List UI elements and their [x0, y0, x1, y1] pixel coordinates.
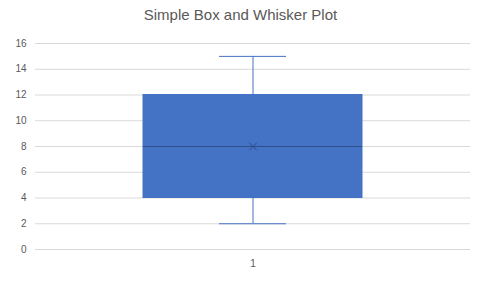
html-text:Simple Box and Whisker Plot: Simple Box and Whisker Plot [143, 6, 338, 23]
svg-text:4: 4 [21, 192, 27, 203]
svg-text:12: 12 [15, 89, 27, 100]
svg-text:1: 1 [250, 258, 256, 269]
svg-text:10: 10 [15, 115, 27, 126]
svg-text:0: 0 [21, 244, 27, 255]
svg-text:2: 2 [21, 218, 27, 229]
svg-text:16: 16 [15, 38, 27, 49]
svg-text:14: 14 [15, 63, 27, 74]
svg-text:8: 8 [21, 141, 27, 152]
svg-text:6: 6 [21, 166, 27, 177]
